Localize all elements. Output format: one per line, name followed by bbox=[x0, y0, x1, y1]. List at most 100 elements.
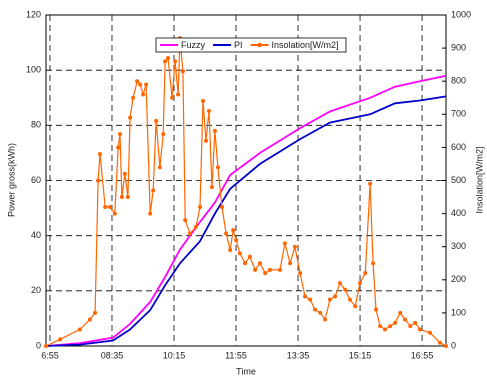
marker bbox=[119, 195, 124, 200]
marker bbox=[96, 178, 101, 183]
marker bbox=[212, 128, 217, 133]
marker bbox=[247, 254, 252, 259]
marker bbox=[298, 271, 303, 276]
y-tick-label: 60 bbox=[31, 175, 41, 185]
marker bbox=[188, 231, 192, 236]
marker bbox=[388, 324, 393, 329]
marker bbox=[166, 56, 171, 61]
y-tick-label: 100 bbox=[26, 65, 41, 75]
marker bbox=[206, 108, 211, 113]
marker bbox=[97, 152, 102, 157]
legend-label: Fuzzy bbox=[181, 40, 206, 50]
marker bbox=[180, 69, 185, 74]
marker bbox=[215, 165, 220, 170]
legend-marker bbox=[257, 42, 262, 48]
marker bbox=[268, 267, 272, 272]
marker bbox=[228, 248, 233, 253]
y2-tick-label: 700 bbox=[451, 109, 466, 119]
marker bbox=[313, 307, 318, 312]
marker bbox=[343, 287, 348, 292]
marker bbox=[413, 320, 418, 325]
marker bbox=[308, 297, 313, 302]
marker bbox=[253, 267, 258, 272]
y2-tick-label: 400 bbox=[451, 208, 466, 218]
marker bbox=[87, 317, 92, 322]
marker bbox=[201, 99, 206, 104]
marker bbox=[131, 95, 136, 100]
marker bbox=[161, 132, 166, 137]
marker bbox=[282, 241, 287, 246]
marker bbox=[220, 204, 224, 209]
y2-tick-label: 900 bbox=[451, 42, 466, 52]
marker bbox=[318, 310, 323, 315]
marker bbox=[428, 330, 432, 335]
x-tick-label: 16:55 bbox=[411, 350, 434, 360]
marker bbox=[151, 188, 156, 193]
marker bbox=[234, 238, 239, 243]
x-tick-label: 11:55 bbox=[225, 350, 247, 360]
y2-tick-label: 800 bbox=[451, 76, 466, 86]
marker bbox=[358, 281, 363, 286]
marker bbox=[288, 261, 293, 266]
marker bbox=[292, 244, 297, 249]
marker bbox=[444, 344, 448, 348]
marker bbox=[141, 92, 146, 97]
marker bbox=[173, 59, 178, 64]
y2-tick-label: 100 bbox=[451, 307, 466, 317]
y2-tick-label: 1000 bbox=[451, 9, 471, 19]
marker bbox=[103, 204, 108, 209]
legend-label: Insolation[W/m2] bbox=[272, 40, 339, 50]
marker bbox=[337, 281, 342, 286]
y-tick-label: 40 bbox=[31, 230, 41, 240]
y-tick-label: 0 bbox=[36, 340, 41, 350]
marker bbox=[176, 92, 181, 97]
marker bbox=[118, 132, 123, 137]
marker bbox=[363, 271, 368, 276]
y-tick-label: 20 bbox=[31, 285, 41, 295]
marker bbox=[348, 297, 352, 302]
marker bbox=[144, 82, 149, 87]
marker bbox=[403, 317, 408, 322]
marker bbox=[93, 310, 98, 315]
y-tick-label: 80 bbox=[31, 120, 41, 130]
marker bbox=[112, 211, 117, 216]
y2-tick-label: 200 bbox=[451, 274, 466, 284]
marker bbox=[408, 324, 413, 329]
marker bbox=[148, 211, 153, 216]
y2-tick-label: 500 bbox=[451, 175, 466, 185]
y2-tick-label: 0 bbox=[451, 340, 456, 350]
y-axis-label: Power gross(kWh) bbox=[6, 143, 16, 217]
x-tick-label: 15:15 bbox=[349, 350, 372, 360]
marker bbox=[438, 340, 443, 345]
marker bbox=[116, 145, 121, 150]
marker bbox=[138, 82, 143, 87]
marker bbox=[231, 228, 236, 233]
x-tick-label: 6:55 bbox=[41, 350, 59, 360]
x-axis-label: Time bbox=[236, 366, 256, 376]
marker bbox=[327, 297, 332, 302]
marker bbox=[108, 204, 112, 209]
x-tick-label: 08:35 bbox=[101, 350, 124, 360]
marker bbox=[157, 165, 162, 170]
marker bbox=[163, 59, 168, 64]
x-tick-label: 10:15 bbox=[163, 350, 186, 360]
legend-label: PI bbox=[234, 40, 243, 50]
y2-tick-label: 300 bbox=[451, 241, 466, 251]
marker bbox=[374, 307, 379, 312]
y-tick-label: 120 bbox=[26, 9, 41, 19]
marker bbox=[224, 231, 229, 236]
marker bbox=[183, 218, 188, 223]
marker bbox=[204, 138, 208, 143]
marker bbox=[198, 204, 203, 209]
marker bbox=[77, 327, 82, 332]
marker bbox=[333, 294, 338, 299]
marker bbox=[243, 261, 248, 266]
marker bbox=[371, 261, 376, 266]
marker bbox=[278, 267, 283, 272]
marker bbox=[417, 327, 422, 332]
marker bbox=[368, 181, 373, 186]
marker bbox=[263, 271, 268, 276]
marker bbox=[398, 310, 403, 315]
marker bbox=[170, 95, 175, 100]
